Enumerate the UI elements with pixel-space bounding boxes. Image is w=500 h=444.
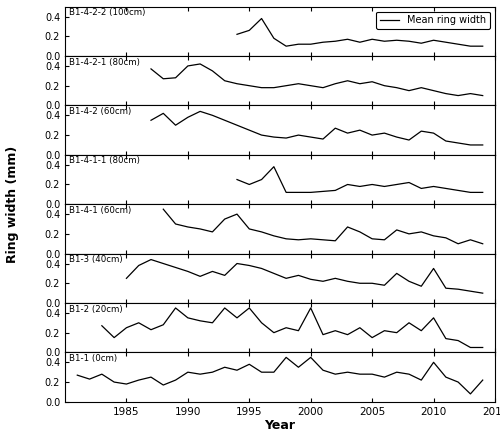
X-axis label: Year: Year — [264, 420, 296, 432]
Text: B1-4-2-2 (100cm): B1-4-2-2 (100cm) — [70, 8, 146, 17]
Legend: Mean ring width: Mean ring width — [376, 12, 490, 29]
Text: B1-1 (0cm): B1-1 (0cm) — [70, 354, 117, 363]
Text: B1-2 (20cm): B1-2 (20cm) — [70, 305, 123, 313]
Text: Ring width (mm): Ring width (mm) — [6, 146, 19, 263]
Text: B1-4-1-1 (80cm): B1-4-1-1 (80cm) — [70, 156, 140, 165]
Text: B1-4-2 (60cm): B1-4-2 (60cm) — [70, 107, 132, 116]
Text: B1-3 (40cm): B1-3 (40cm) — [70, 255, 123, 264]
Text: B1-4-2-1 (80cm): B1-4-2-1 (80cm) — [70, 58, 140, 67]
Text: B1-4-1 (60cm): B1-4-1 (60cm) — [70, 206, 132, 215]
